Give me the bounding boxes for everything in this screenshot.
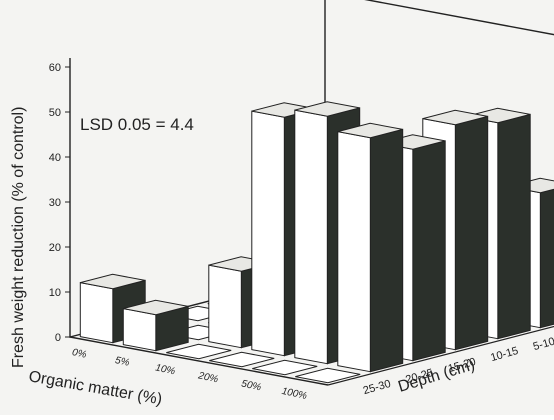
depth-tick-label: 5-10 xyxy=(532,336,554,354)
y-axis-label: Fresh weight reduction (% of control) xyxy=(10,107,27,368)
back-wall-edges xyxy=(364,0,554,36)
bar-25-30-5% xyxy=(122,299,189,352)
x-tick-label: 100% xyxy=(281,386,308,402)
bars-layer xyxy=(79,101,554,373)
lsd-annotation: LSD 0.05 = 4.4 xyxy=(80,115,194,134)
y-ticks: 0 10 20 30 40 50 60 xyxy=(49,62,70,344)
y-tick-label: 50 xyxy=(49,107,61,119)
y-tick-label: 60 xyxy=(49,62,61,74)
x-tick-labels: 0% 5% 10% 20% 50% 100% xyxy=(71,347,308,402)
y-tick-label: 20 xyxy=(49,242,61,254)
bar-20-25-100% xyxy=(337,122,404,373)
x-tick-label: 10% xyxy=(154,362,176,377)
x-tick-label: 50% xyxy=(240,378,262,393)
y-tick-label: 10 xyxy=(49,287,61,299)
depth-tick-label: 25-30 xyxy=(362,378,392,397)
x-tick-label: 20% xyxy=(196,370,219,385)
right-floor-edge xyxy=(327,325,554,386)
floor-tile-25-30-20% xyxy=(209,351,275,368)
floor-tile-25-30-100% xyxy=(295,367,361,384)
y-tick-label: 0 xyxy=(55,332,61,344)
x-tick-label: 0% xyxy=(71,347,88,361)
depth-tick-label: 10-15 xyxy=(489,345,519,364)
front-floor-edge xyxy=(69,336,329,386)
y-tick-label: 40 xyxy=(49,152,61,164)
floor-tile-25-30-10% xyxy=(166,343,232,360)
floor-tile-25-30-50% xyxy=(252,359,318,376)
y-tick-label: 30 xyxy=(49,197,61,209)
x-axis-label: Organic matter (%) xyxy=(27,368,163,408)
x-tick-label: 5% xyxy=(114,355,131,369)
z-axis-label: Depth (cm) xyxy=(396,356,477,395)
